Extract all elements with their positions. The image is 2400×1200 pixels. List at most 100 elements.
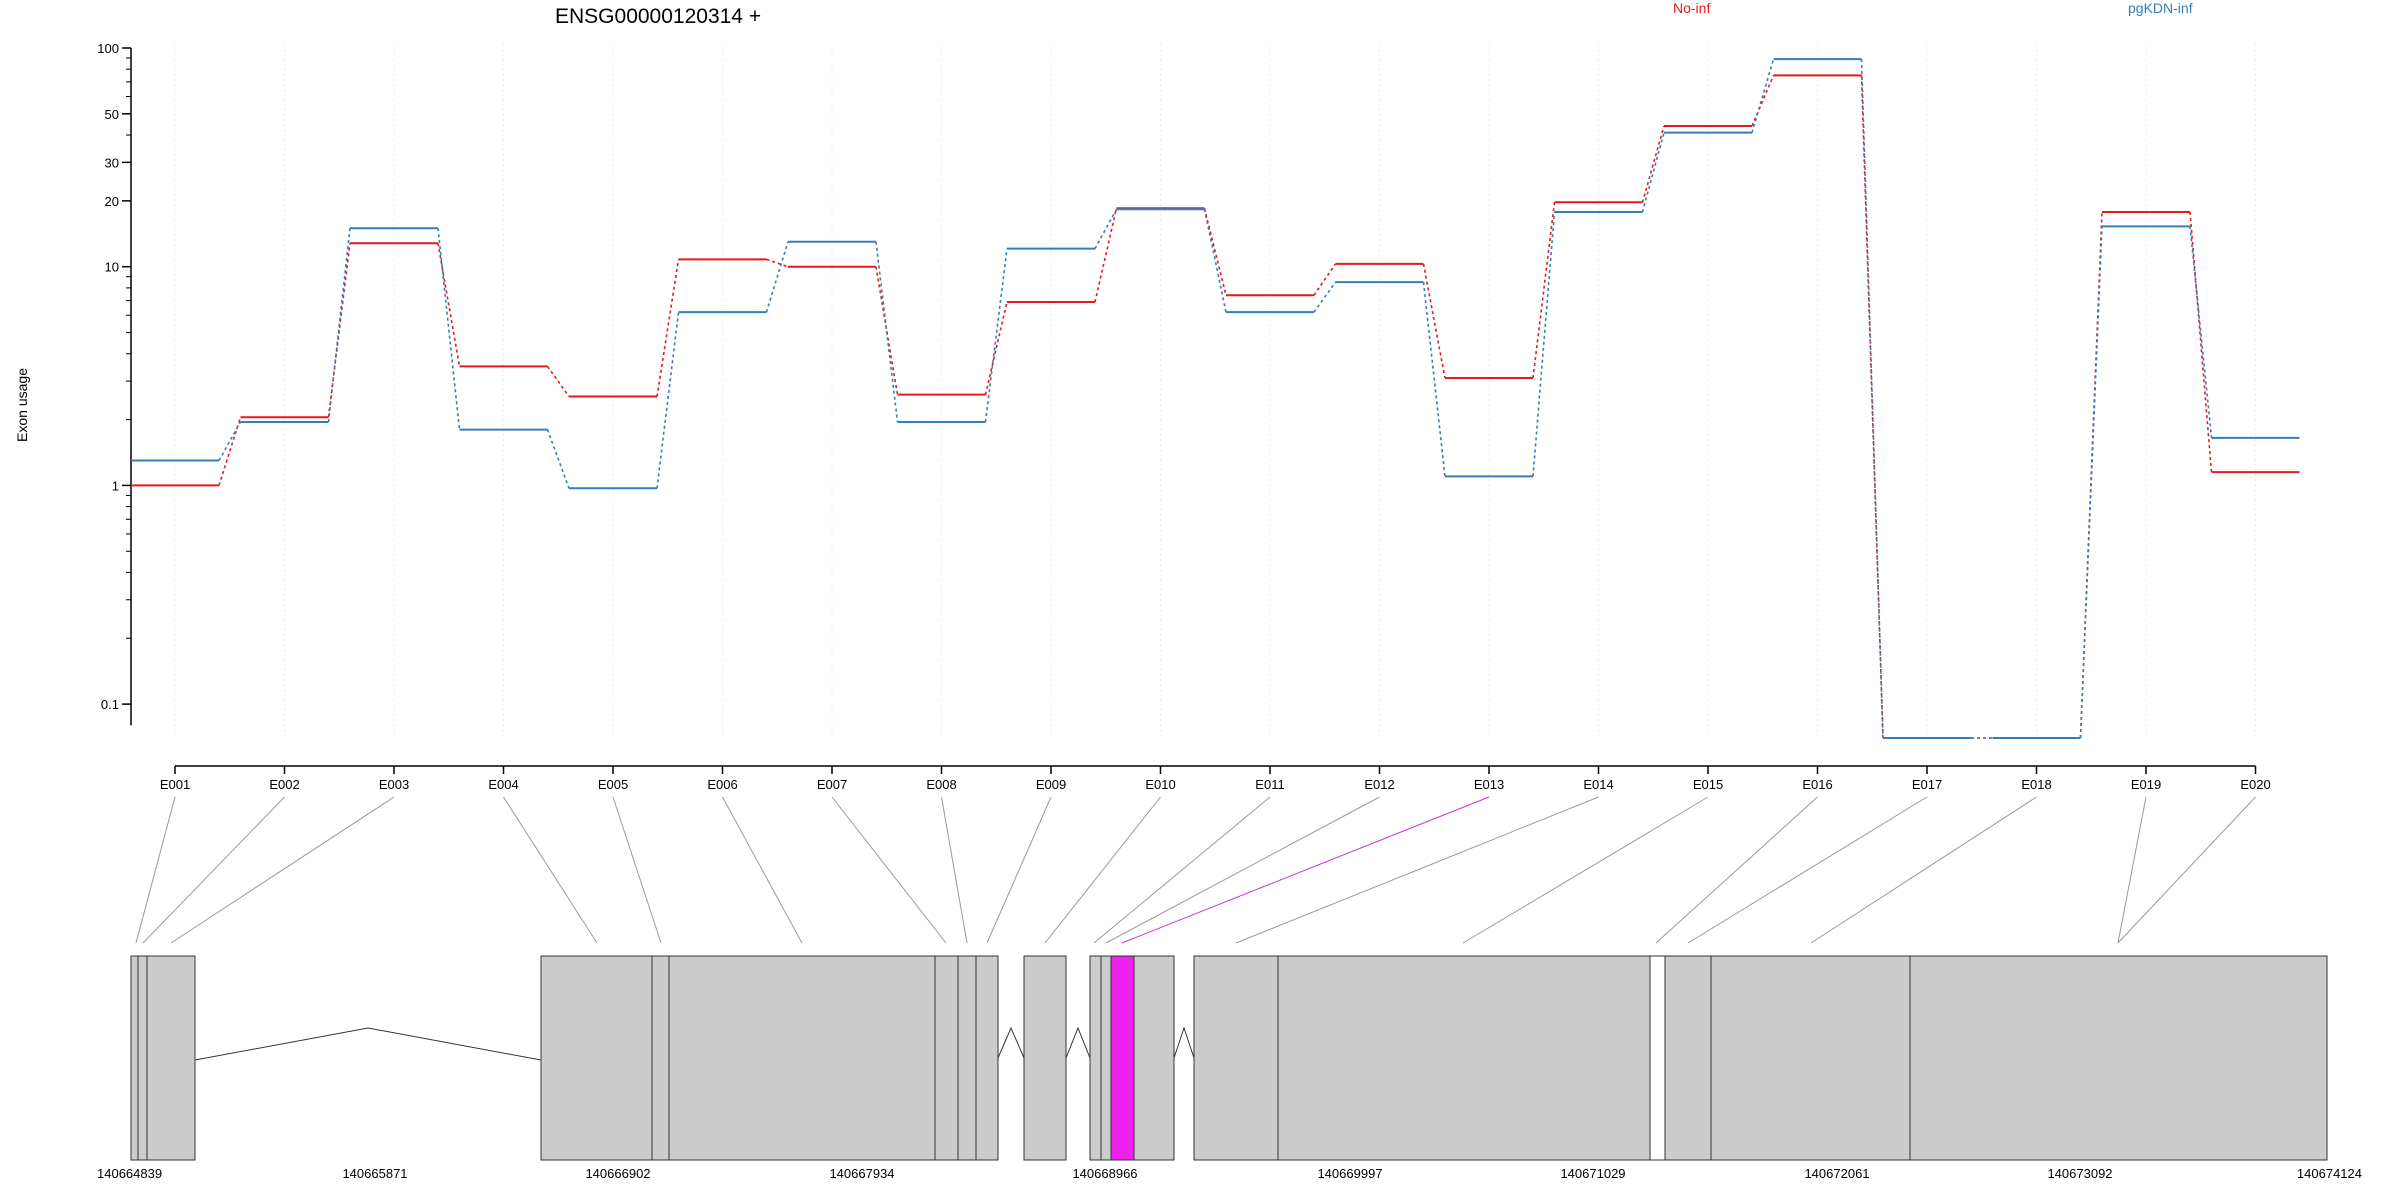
genomic-axis: 140664839 140665871 140666902 140667934 1406… [97, 1166, 2362, 1181]
legend-entry-pgkdn-inf: pgKDN-inf [2128, 0, 2193, 16]
intron-line [194, 1027, 542, 1061]
exon-box [1100, 955, 1112, 1161]
series-connector [1641, 125, 1665, 203]
genomic-tick-label: 140667934 [829, 1166, 894, 1181]
x-tick-label: E002 [269, 777, 299, 792]
x-tick-label: E006 [707, 777, 737, 792]
series-No-inf [131, 74, 2300, 739]
intron-line [997, 1026, 1025, 1059]
connector-E009 [986, 796, 1052, 944]
x-tick-label: E019 [2131, 777, 2161, 792]
series-connector [1094, 208, 1118, 303]
series-connector [2189, 226, 2213, 438]
series-connector [546, 365, 570, 397]
connector-E019 [2117, 796, 2147, 944]
series-connector [2189, 211, 2213, 473]
connector-E007 [831, 796, 947, 944]
series-connector [1313, 281, 1337, 313]
series-connector [1641, 132, 1665, 213]
series-connector [1751, 58, 1775, 133]
connector-E010 [1044, 796, 1161, 944]
exon-box [146, 955, 196, 1161]
y-tick-label: 10 [105, 260, 119, 275]
series-connector [1532, 211, 1556, 477]
y-tick-label: 20 [105, 194, 119, 209]
genomic-tick-label: 140672061 [1804, 1166, 1869, 1181]
x-tick-label: E016 [1802, 777, 1832, 792]
x-tick-label: E007 [817, 777, 847, 792]
series-connector [1532, 202, 1556, 379]
series-connector [2079, 226, 2103, 739]
x-tick-label: E015 [1693, 777, 1723, 792]
series-pgKDN-inf [131, 58, 2300, 739]
intron-line [1173, 1026, 1195, 1059]
exon-box [130, 955, 139, 1161]
series-lines [131, 58, 2300, 739]
x-tick-label: E013 [1474, 777, 1504, 792]
series-connector [875, 241, 899, 423]
connector-E004 [503, 796, 598, 944]
exon-box [934, 955, 959, 1161]
connector-E017 [1687, 796, 1928, 944]
exon-box [1710, 955, 1911, 1161]
connector-E011 [1093, 796, 1271, 944]
y-tick-label: 50 [105, 107, 119, 122]
exon-box [137, 955, 148, 1161]
connector-E016 [1655, 796, 1818, 944]
genomic-tick-label: 140669997 [1317, 1166, 1382, 1181]
exon-box [1909, 955, 2328, 1161]
series-connector [875, 266, 899, 395]
exon-box [975, 955, 999, 1161]
genomic-tick-label: 140674124 [2297, 1166, 2362, 1181]
y-tick-label: 30 [105, 155, 119, 170]
series-connector [437, 243, 461, 367]
genomic-tick-label: 140671029 [1560, 1166, 1625, 1181]
x-tick-label: E017 [1912, 777, 1942, 792]
connector-E003 [170, 796, 395, 944]
x-tick-label: E011 [1255, 777, 1284, 792]
series-connector [656, 312, 680, 489]
x-axis: E001 E002 E003 E004 E005 E006 E007 E008 E009 E010… [160, 765, 2271, 792]
series-connector [1422, 263, 1446, 379]
connector-E020 [2117, 796, 2256, 944]
genomic-tick-label: 140665871 [342, 1166, 407, 1181]
series-connector [327, 228, 351, 423]
series-connector [1203, 209, 1227, 313]
y-tick-label: 1 [112, 478, 119, 493]
exon-box [1133, 955, 1175, 1161]
x-tick-label: E020 [2240, 777, 2270, 792]
highlighted-exon-box [1110, 955, 1135, 1161]
exon-box-empty [1649, 955, 1666, 1161]
genomic-tick-label: 140664839 [97, 1166, 162, 1181]
x-tick-label: E005 [598, 777, 628, 792]
exon-box [1664, 955, 1712, 1161]
series-connector [546, 429, 570, 489]
x-tick-label: E009 [1036, 777, 1066, 792]
series-connector [1751, 75, 1775, 127]
connector-E001 [135, 796, 176, 944]
series-connector [984, 248, 1008, 423]
series-connector [766, 258, 789, 268]
connector-E006 [722, 796, 803, 944]
y-tick-label: 100 [97, 41, 119, 56]
connector-E015 [1462, 796, 1709, 944]
x-tick-label: E001 [160, 777, 190, 792]
exon-box [1193, 955, 1279, 1161]
genomic-tick-label: 140673092 [2047, 1166, 2112, 1181]
exon-box [540, 955, 653, 1161]
y-axis: 0.1 1 10 20 30 50 100 [97, 41, 132, 726]
connector-E002 [142, 796, 285, 944]
connector-E008 [941, 796, 968, 944]
series-connector [327, 243, 351, 418]
genomic-tick-label: 140668966 [1072, 1166, 1137, 1181]
exon-box [1023, 955, 1067, 1161]
y-tick-label: 0.1 [101, 697, 119, 712]
x-tick-label: E004 [488, 777, 518, 792]
series-connector [1860, 59, 1884, 739]
series-connector [218, 421, 242, 461]
x-tick-label: E012 [1364, 777, 1394, 792]
connector-E018 [1810, 796, 2037, 944]
chart-title: ENSG00000120314 + [555, 5, 761, 28]
